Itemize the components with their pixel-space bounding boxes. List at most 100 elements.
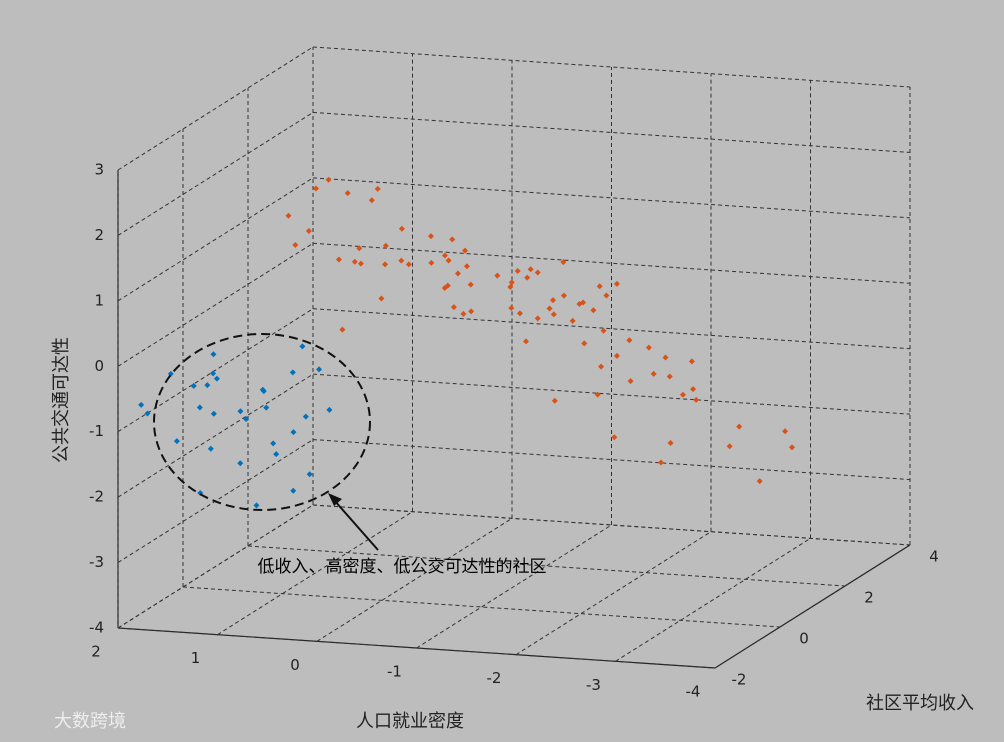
point	[253, 502, 260, 509]
point	[270, 440, 277, 447]
y-axis-title: 社区平均收入	[866, 693, 974, 714]
point	[144, 410, 151, 417]
watermark: 大数跨境	[54, 711, 126, 732]
point	[527, 266, 534, 273]
point	[666, 373, 673, 380]
z-tick-label: 2	[94, 226, 104, 244]
point	[508, 305, 515, 312]
z-tick-label: -4	[89, 619, 104, 637]
x-axis-title: 人口就业密度	[356, 711, 464, 732]
point	[667, 440, 674, 447]
grid-line	[312, 308, 911, 350]
z-tick-label: -2	[89, 488, 104, 506]
y-tick-label: -2	[732, 671, 747, 689]
point	[273, 451, 280, 458]
point	[581, 340, 588, 347]
grid-line	[312, 46, 911, 88]
point	[463, 263, 470, 270]
point	[173, 438, 180, 445]
point	[550, 297, 556, 304]
point	[494, 272, 501, 279]
grid-line	[217, 511, 413, 636]
point	[560, 292, 567, 299]
grid-line	[117, 177, 314, 302]
point	[603, 292, 610, 299]
grid-line	[312, 439, 911, 481]
grid-line	[714, 544, 911, 669]
points	[138, 176, 795, 509]
point	[325, 176, 332, 183]
point	[468, 308, 475, 315]
point	[290, 429, 297, 436]
grid-line	[117, 112, 314, 236]
point	[693, 396, 700, 403]
point	[299, 343, 306, 350]
highlight-ellipse	[153, 333, 371, 511]
point	[650, 370, 657, 377]
point	[507, 284, 514, 291]
grid-line	[515, 531, 712, 656]
point	[782, 428, 789, 435]
point	[398, 225, 405, 232]
y-tick-label: 0	[799, 630, 809, 648]
x-tick-label: 2	[91, 643, 101, 661]
point	[210, 351, 217, 358]
point	[210, 370, 217, 377]
point	[613, 280, 620, 287]
z-tick-label: -3	[89, 553, 104, 571]
point	[611, 434, 618, 441]
x-tick-label: -4	[686, 683, 701, 701]
y-tick-label: 4	[929, 548, 939, 566]
point	[326, 406, 333, 413]
grid-line	[182, 586, 781, 628]
grid-line	[316, 517, 513, 642]
point	[546, 305, 553, 312]
point	[398, 257, 405, 264]
x-tick-label: -2	[487, 669, 502, 687]
point	[289, 369, 296, 376]
point	[598, 363, 605, 370]
point	[645, 344, 652, 351]
point	[405, 261, 412, 268]
grid-line	[615, 537, 811, 662]
z-tick-label: 0	[94, 357, 104, 375]
point	[600, 327, 607, 334]
point	[688, 358, 695, 365]
point	[305, 228, 312, 235]
point	[351, 258, 358, 265]
point	[204, 382, 211, 389]
point	[190, 382, 197, 389]
point	[316, 366, 323, 373]
point	[569, 317, 576, 324]
grid-line	[312, 373, 911, 415]
point	[450, 304, 457, 311]
point	[445, 257, 452, 264]
grid-line	[312, 504, 911, 546]
point	[627, 378, 634, 385]
point	[290, 487, 297, 494]
point	[285, 212, 292, 219]
point	[596, 283, 603, 290]
point	[789, 444, 795, 451]
point	[357, 260, 364, 267]
point	[138, 401, 145, 408]
point	[237, 408, 244, 415]
point	[662, 354, 669, 361]
annotation: 低收入、高密度、低公交可达性的社区	[258, 557, 547, 577]
point	[576, 300, 583, 307]
x-tick-label: 0	[290, 656, 300, 674]
point	[508, 279, 515, 286]
point	[594, 391, 601, 398]
z-tick-label: -1	[89, 422, 104, 440]
point	[356, 245, 363, 252]
grid-line	[117, 504, 314, 629]
point	[210, 410, 217, 417]
point	[736, 423, 743, 430]
point	[207, 445, 214, 452]
point	[756, 478, 763, 485]
point	[263, 404, 270, 411]
x-tick-label: 1	[191, 649, 201, 667]
point	[441, 284, 448, 291]
point	[243, 416, 250, 423]
point	[196, 404, 203, 411]
